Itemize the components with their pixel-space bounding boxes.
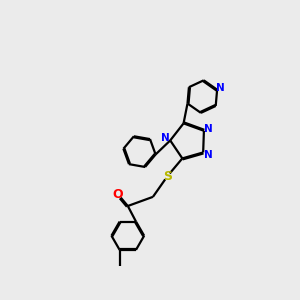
Text: N: N <box>161 133 170 143</box>
Text: N: N <box>204 150 213 161</box>
Text: S: S <box>163 170 172 183</box>
Text: N: N <box>216 83 225 93</box>
Text: N: N <box>204 124 213 134</box>
Text: O: O <box>112 188 123 201</box>
